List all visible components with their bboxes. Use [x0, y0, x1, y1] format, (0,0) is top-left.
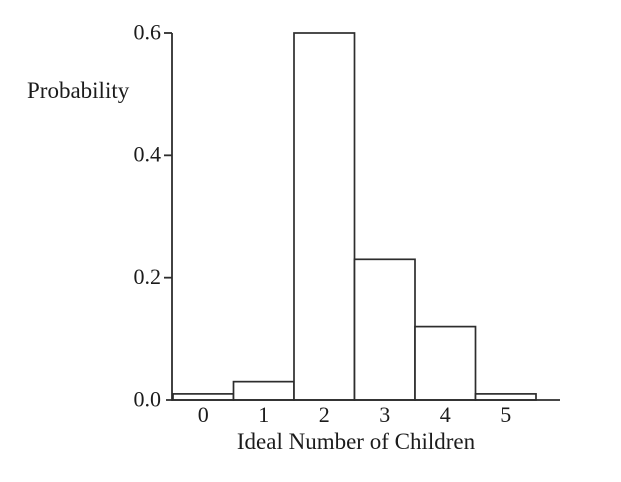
x-tick-label-5: 5 [500, 402, 511, 427]
x-tick-label-1: 1 [258, 402, 269, 427]
x-tick-label-4: 4 [440, 402, 451, 427]
bar-4 [414, 325, 477, 401]
y-tick-label-0.0: 0.0 [134, 386, 162, 411]
bar-1 [232, 380, 295, 401]
x-tick-label-3: 3 [379, 402, 390, 427]
y-tick-label-0.2: 0.2 [134, 264, 162, 289]
bar-2 [293, 32, 356, 401]
y-axis-label: Probability [27, 78, 130, 103]
y-tick-label-0.4: 0.4 [134, 142, 162, 167]
x-axis-label: Ideal Number of Children [236, 429, 476, 454]
bar-5 [474, 393, 537, 401]
bar-3 [353, 258, 416, 401]
x-tick-label-2: 2 [319, 402, 330, 427]
bar-0 [172, 393, 235, 401]
y-tick-label-0.6: 0.6 [134, 19, 162, 44]
x-tick-label-0: 0 [198, 402, 209, 427]
